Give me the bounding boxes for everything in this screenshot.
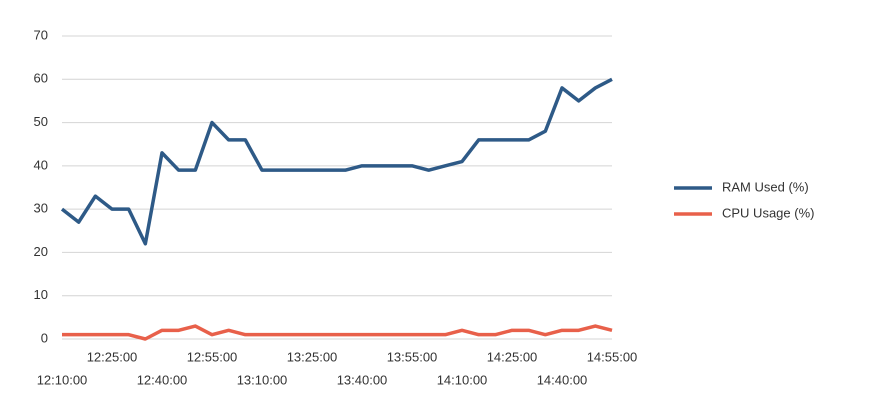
x-tick-label: 13:55:00 [387, 349, 438, 364]
x-tick-label: 13:40:00 [337, 372, 388, 387]
legend-label: CPU Usage (%) [722, 205, 814, 220]
y-tick-label: 70 [34, 27, 48, 42]
line [62, 324, 613, 341]
x-tick-label: 12:10:00 [37, 372, 88, 387]
x-tick-label: 14:55:00 [587, 349, 638, 364]
x-tick-label: 12:25:00 [87, 349, 138, 364]
x-tick-label: 13:10:00 [237, 372, 288, 387]
y-tick-label: 10 [34, 287, 48, 302]
line [60, 77, 613, 246]
y-tick-label: 40 [34, 157, 48, 172]
x-tick-label: 13:25:00 [287, 349, 338, 364]
x-tick-label: 14:25:00 [487, 349, 538, 364]
y-tick-label: 30 [34, 201, 48, 216]
y-tick-label: 0 [41, 330, 48, 345]
y-tick-label: 20 [34, 244, 48, 259]
x-tick-label: 12:55:00 [187, 349, 238, 364]
x-tick-label: 12:40:00 [137, 372, 188, 387]
x-tick-label: 14:40:00 [537, 372, 588, 387]
y-tick-label: 60 [34, 71, 48, 86]
y-tick-label: 50 [34, 114, 48, 129]
x-tick-label: 14:10:00 [437, 372, 488, 387]
legend-label: RAM Used (%) [722, 179, 809, 194]
